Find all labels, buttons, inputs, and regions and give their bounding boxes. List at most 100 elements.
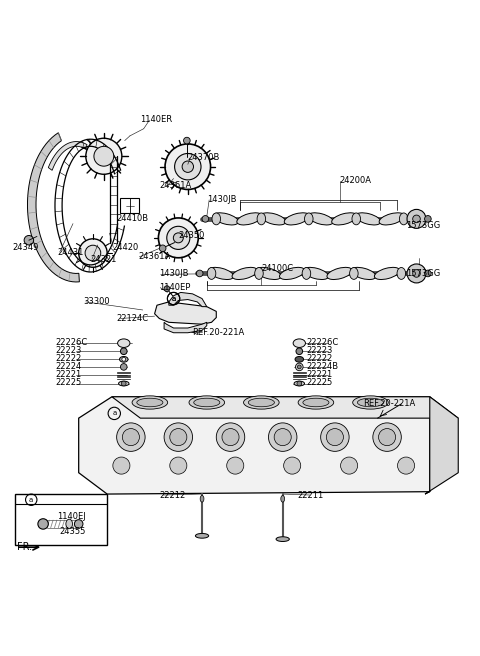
Ellipse shape — [327, 268, 352, 279]
Circle shape — [424, 216, 431, 222]
Ellipse shape — [358, 398, 384, 407]
Bar — [120, 199, 139, 213]
Ellipse shape — [243, 396, 279, 409]
Text: 22226C: 22226C — [306, 338, 339, 347]
Text: 1573GG: 1573GG — [406, 222, 440, 230]
Ellipse shape — [332, 213, 357, 225]
Circle shape — [424, 270, 431, 277]
Circle shape — [196, 270, 203, 277]
Text: 24431: 24431 — [57, 247, 84, 256]
Ellipse shape — [66, 519, 72, 529]
Ellipse shape — [303, 398, 329, 407]
Circle shape — [202, 216, 209, 222]
Circle shape — [86, 138, 122, 174]
Ellipse shape — [119, 381, 129, 386]
Circle shape — [297, 381, 301, 386]
Text: a: a — [29, 497, 34, 502]
Circle shape — [74, 520, 83, 528]
Circle shape — [341, 457, 358, 474]
Circle shape — [165, 144, 211, 190]
Text: a: a — [171, 296, 176, 302]
Circle shape — [296, 363, 303, 371]
Circle shape — [182, 161, 193, 173]
Text: 22221: 22221 — [55, 370, 81, 379]
Circle shape — [373, 423, 401, 451]
Text: 1430JB: 1430JB — [159, 269, 189, 278]
Circle shape — [274, 428, 291, 445]
Ellipse shape — [304, 213, 313, 225]
Ellipse shape — [294, 381, 304, 386]
Ellipse shape — [120, 356, 128, 362]
Ellipse shape — [279, 268, 305, 279]
Ellipse shape — [207, 268, 216, 279]
Ellipse shape — [295, 356, 303, 362]
Ellipse shape — [237, 213, 262, 225]
Text: 24349: 24349 — [12, 243, 39, 252]
Text: 22212: 22212 — [159, 491, 186, 499]
Circle shape — [284, 457, 301, 474]
Text: 24355: 24355 — [60, 527, 86, 535]
Circle shape — [167, 226, 190, 249]
Ellipse shape — [281, 495, 285, 502]
Circle shape — [268, 423, 297, 451]
Polygon shape — [155, 302, 216, 324]
Circle shape — [296, 348, 302, 355]
Ellipse shape — [374, 268, 400, 279]
Circle shape — [158, 218, 198, 258]
Text: 22223: 22223 — [55, 346, 81, 355]
Text: 33300: 33300 — [84, 297, 110, 306]
Circle shape — [38, 519, 48, 529]
Circle shape — [85, 245, 101, 261]
Circle shape — [227, 457, 244, 474]
Text: 22225: 22225 — [55, 378, 81, 387]
Ellipse shape — [200, 495, 204, 502]
Circle shape — [117, 423, 145, 451]
Ellipse shape — [379, 213, 405, 225]
Circle shape — [413, 270, 420, 277]
Circle shape — [183, 137, 190, 144]
Ellipse shape — [261, 213, 286, 225]
Circle shape — [175, 154, 201, 180]
Text: FR.: FR. — [17, 543, 32, 552]
Circle shape — [170, 457, 187, 474]
Text: 22221: 22221 — [306, 370, 333, 379]
Ellipse shape — [349, 268, 358, 279]
Text: 24100C: 24100C — [261, 264, 293, 273]
Ellipse shape — [397, 268, 406, 279]
Ellipse shape — [213, 213, 239, 225]
Text: a: a — [112, 411, 116, 417]
Circle shape — [120, 348, 127, 355]
Text: 22225: 22225 — [306, 378, 333, 387]
Text: 22211: 22211 — [297, 491, 323, 499]
Ellipse shape — [212, 213, 220, 225]
Bar — [14, 494, 107, 545]
Ellipse shape — [189, 396, 225, 409]
Ellipse shape — [293, 339, 305, 348]
Polygon shape — [112, 397, 458, 418]
Text: 22222: 22222 — [306, 354, 333, 363]
Circle shape — [216, 423, 245, 451]
Ellipse shape — [298, 396, 334, 409]
Ellipse shape — [255, 268, 263, 279]
Text: 24350: 24350 — [179, 231, 204, 240]
Circle shape — [120, 363, 127, 370]
Text: 1140ER: 1140ER — [140, 115, 172, 124]
Circle shape — [222, 428, 239, 445]
Text: 1140EP: 1140EP — [159, 283, 191, 292]
Circle shape — [407, 264, 426, 283]
Circle shape — [407, 209, 426, 228]
Text: 22222: 22222 — [55, 354, 81, 363]
Circle shape — [321, 423, 349, 451]
Circle shape — [397, 457, 415, 474]
Circle shape — [159, 245, 166, 252]
Ellipse shape — [195, 533, 209, 538]
Text: 22224: 22224 — [55, 362, 81, 371]
Text: 1140EJ: 1140EJ — [57, 512, 86, 521]
Ellipse shape — [257, 213, 265, 225]
Ellipse shape — [308, 213, 333, 225]
Text: 24361A: 24361A — [159, 181, 192, 190]
Text: 1430JB: 1430JB — [207, 195, 236, 205]
Ellipse shape — [256, 268, 281, 279]
Circle shape — [379, 428, 396, 445]
Ellipse shape — [303, 268, 329, 279]
